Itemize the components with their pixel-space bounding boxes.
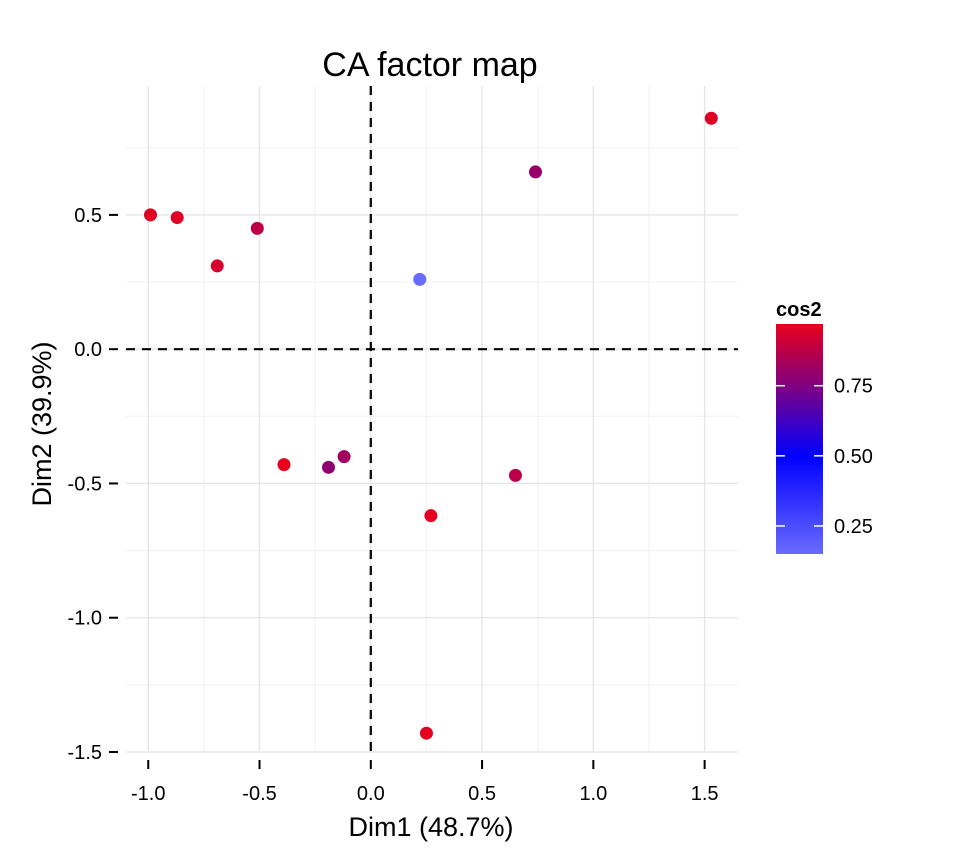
y-tick-label: -1.0 — [68, 608, 102, 630]
chart-title: CA factor map — [322, 46, 537, 84]
data-point — [337, 450, 351, 464]
y-tick-label: -1.5 — [68, 742, 102, 764]
y-tick-label: 0.0 — [74, 339, 102, 361]
x-tick-label: -0.5 — [242, 783, 276, 805]
y-tick-label: 0.5 — [74, 205, 102, 227]
x-tick-label: 0.5 — [468, 783, 496, 805]
data-point — [704, 111, 718, 125]
y-axis-title: Dim2 (39.9%) — [27, 341, 57, 506]
legend-color-bar — [776, 324, 823, 554]
y-axis: 0.5 0.0 -0.5 -1.0 -1.5 — [68, 205, 118, 764]
data-point — [419, 726, 433, 740]
data-point — [277, 458, 291, 472]
x-tick-label: 1.5 — [691, 783, 719, 805]
legend-tick-label: 0.25 — [834, 516, 873, 538]
legend-ticks: 0.75 0.50 0.25 — [776, 376, 873, 538]
reference-lines — [126, 86, 738, 752]
data-point — [528, 165, 542, 179]
minor-gridlines — [126, 86, 738, 752]
data-point — [424, 509, 438, 523]
major-gridlines — [126, 86, 738, 753]
legend-title: cos2 — [776, 299, 822, 321]
data-point — [322, 460, 336, 474]
data-point — [143, 208, 157, 222]
data-points — [143, 111, 718, 740]
color-legend: cos2 0.75 0.50 0.25 — [776, 299, 873, 554]
x-tick-label: 1.0 — [579, 783, 607, 805]
legend-tick-label: 0.75 — [834, 376, 873, 398]
data-point — [413, 272, 427, 286]
data-point — [210, 259, 224, 273]
data-point — [170, 211, 184, 225]
legend-tick-label: 0.50 — [834, 446, 873, 468]
data-point — [508, 468, 522, 482]
x-tick-label: -1.0 — [131, 783, 165, 805]
data-point — [250, 221, 264, 235]
x-axis-title: Dim1 (48.7%) — [348, 812, 513, 842]
y-tick-label: -0.5 — [68, 473, 102, 495]
x-tick-label: 0.0 — [357, 783, 385, 805]
x-axis: -1.0 -0.5 0.0 0.5 1.0 1.5 — [131, 760, 719, 805]
